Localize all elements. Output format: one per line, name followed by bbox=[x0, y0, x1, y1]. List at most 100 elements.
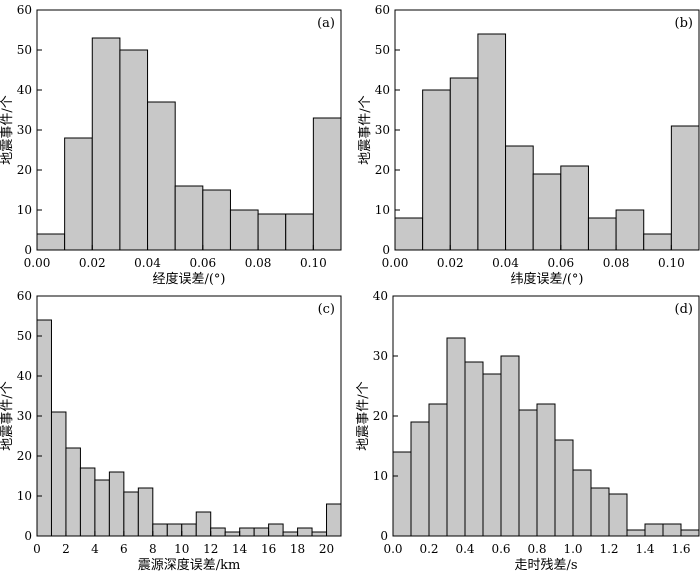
x-tick-label: 1.4 bbox=[635, 542, 654, 556]
histogram-bar bbox=[587, 217, 617, 251]
x-tick-label: 0.02 bbox=[79, 256, 106, 270]
x-tick-label: 1.6 bbox=[671, 542, 690, 556]
x-tick-label: 0.08 bbox=[603, 256, 630, 270]
x-tick-label: 0.04 bbox=[134, 256, 161, 270]
x-tick-label: 0.10 bbox=[658, 256, 685, 270]
histogram-bar bbox=[311, 531, 328, 537]
x-tick-label: 1.2 bbox=[599, 542, 618, 556]
y-tick-label: 60 bbox=[17, 3, 32, 17]
histogram-bar bbox=[224, 531, 241, 537]
histogram-bar bbox=[174, 185, 204, 251]
y-tick-label: 60 bbox=[375, 3, 390, 17]
y-tick-label: 40 bbox=[375, 83, 390, 97]
panel-tag: (c) bbox=[318, 302, 335, 317]
histogram-bar bbox=[518, 409, 538, 537]
y-tick-label: 0 bbox=[382, 243, 390, 257]
histogram-bar bbox=[239, 527, 255, 537]
panel-tag: (d) bbox=[675, 302, 693, 317]
histogram-bar bbox=[505, 145, 534, 251]
y-tick-label: 30 bbox=[17, 409, 32, 423]
y-tick-label: 10 bbox=[373, 469, 388, 483]
histogram-bar bbox=[680, 529, 700, 537]
y-tick-label: 40 bbox=[373, 289, 388, 303]
histogram-bar bbox=[608, 493, 628, 537]
histogram-bar bbox=[477, 33, 507, 251]
y-tick-label: 10 bbox=[17, 489, 32, 503]
x-tick-label: 0.4 bbox=[455, 542, 474, 556]
y-axis-label: 地震事件/个 bbox=[0, 95, 15, 164]
histogram-bar bbox=[482, 373, 502, 537]
y-tick-label: 20 bbox=[17, 163, 32, 177]
panel-a: 0.00 0.02 0.04 0.06 0.08 0.10 0 10 20 30 40 50 60 (a)… bbox=[0, 3, 342, 287]
histogram-bar bbox=[50, 411, 67, 537]
histogram-bar bbox=[229, 209, 259, 251]
histogram-bar bbox=[210, 527, 226, 537]
y-tick-label: 0 bbox=[24, 243, 32, 257]
y-axis-label: 地震事件/个 bbox=[358, 95, 373, 164]
x-tick-label: 0.08 bbox=[245, 256, 272, 270]
histogram-bar bbox=[137, 487, 154, 537]
histogram-bar bbox=[181, 523, 197, 537]
y-tick-label: 30 bbox=[17, 123, 32, 137]
x-tick-label: 0.04 bbox=[492, 256, 519, 270]
y-axis-label: 地震事件/个 bbox=[0, 381, 15, 450]
y-axis-label: 地震事件/个 bbox=[356, 381, 371, 450]
histogram-bar bbox=[554, 439, 574, 537]
histogram-bar bbox=[166, 523, 183, 537]
y-tick-label: 10 bbox=[375, 203, 390, 217]
histogram-bar bbox=[446, 337, 466, 537]
x-tick-label: 12 bbox=[203, 542, 218, 556]
panel-d: 0.0 0.2 0.4 0.6 0.8 1.0 1.2 1.4 1.6 0 10 20 30 40 (d) 走… bbox=[356, 289, 700, 573]
x-tick-label: 8 bbox=[149, 542, 157, 556]
x-tick-label: 16 bbox=[261, 542, 276, 556]
histogram-bar bbox=[268, 523, 284, 537]
histogram-bar bbox=[285, 213, 314, 251]
histogram-bar bbox=[670, 125, 700, 251]
histogram-bar bbox=[410, 421, 430, 537]
y-tick-label: 20 bbox=[375, 163, 390, 177]
x-axis-label: 走时残差/s bbox=[514, 558, 577, 573]
histogram-bar bbox=[195, 511, 212, 537]
x-tick-label: 6 bbox=[120, 542, 128, 556]
histogram-bar bbox=[257, 213, 287, 251]
histogram-bar bbox=[643, 233, 672, 251]
x-tick-label: 0.8 bbox=[527, 542, 546, 556]
histogram-bar bbox=[560, 165, 589, 251]
x-tick-label: 0.2 bbox=[419, 542, 438, 556]
histogram-bar bbox=[79, 467, 96, 537]
x-tick-label: 0.06 bbox=[547, 256, 574, 270]
x-tick-label: 14 bbox=[232, 542, 248, 556]
y-tick-label: 50 bbox=[17, 329, 32, 343]
x-tick-label: 1.0 bbox=[563, 542, 582, 556]
y-tick-label: 0 bbox=[24, 529, 32, 543]
y-tick-label: 0 bbox=[380, 529, 388, 543]
histogram-bar bbox=[394, 217, 424, 251]
x-axis-label: 震源深度误差/km bbox=[138, 557, 241, 573]
histogram-bar bbox=[123, 491, 139, 537]
histogram-bar bbox=[644, 523, 664, 537]
panel-c: 0 2 4 6 8 10 12 14 16 18 20 0 10 20 30 40 50 60 (c) 震源深度误差/… bbox=[0, 289, 342, 573]
y-tick-label: 30 bbox=[375, 123, 390, 137]
panel-tag: (a) bbox=[317, 16, 335, 31]
histogram-bar bbox=[572, 469, 592, 537]
histogram-bar bbox=[91, 37, 121, 251]
histogram-bar bbox=[422, 89, 451, 251]
y-tick-label: 20 bbox=[373, 409, 388, 423]
y-tick-label: 10 bbox=[17, 203, 32, 217]
x-tick-label: 0 bbox=[33, 542, 41, 556]
histogram-bar bbox=[590, 487, 610, 537]
y-tick-label: 60 bbox=[17, 289, 32, 303]
x-tick-label: 2 bbox=[62, 542, 70, 556]
x-tick-label: 0.10 bbox=[300, 256, 327, 270]
histogram-bar bbox=[119, 49, 149, 251]
y-tick-label: 40 bbox=[17, 369, 32, 383]
y-tick-label: 40 bbox=[17, 83, 32, 97]
x-tick-label: 0.00 bbox=[24, 256, 51, 270]
histogram-bar bbox=[147, 101, 176, 251]
histogram-bar bbox=[65, 447, 81, 537]
x-tick-label: 0.02 bbox=[437, 256, 464, 270]
y-tick-label: 20 bbox=[17, 449, 32, 463]
x-tick-label: 0.6 bbox=[491, 542, 510, 556]
histogram-bar bbox=[297, 527, 313, 537]
